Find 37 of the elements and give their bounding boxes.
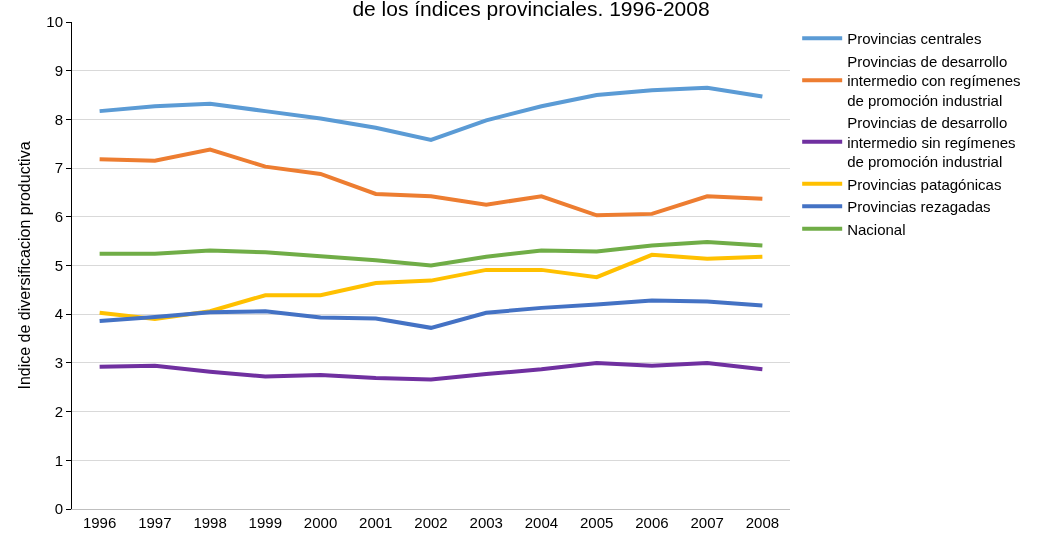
x-tick-label: 1998 xyxy=(193,514,227,531)
y-tick-label: 7 xyxy=(54,159,63,177)
x-tick-label: 2004 xyxy=(524,514,559,531)
y-tick-label: 8 xyxy=(54,110,63,128)
x-tick-label: 2003 xyxy=(469,514,503,531)
legend-label: Provincias rezagadas xyxy=(847,198,991,216)
line-series xyxy=(97,360,765,382)
y-tick-label: 10 xyxy=(46,13,63,31)
y-tick-label: 5 xyxy=(54,256,63,274)
line-series xyxy=(97,240,765,268)
legend-label: Provincias de desarrollo intermedio sin regímenes de promoción industrial xyxy=(847,114,1016,171)
line-series xyxy=(97,147,765,218)
legend-label: Provincias de desarrollo intermedio con regímenes de promoción industrial xyxy=(847,52,1021,109)
y-tick-label: 6 xyxy=(54,208,63,226)
x-tick-label: 1997 xyxy=(138,514,172,531)
legend-label: Nacional xyxy=(847,220,906,238)
x-tick-label: 1999 xyxy=(248,514,282,531)
line-series xyxy=(97,85,765,142)
line-series xyxy=(97,298,765,330)
legend-label: Provincias centrales xyxy=(847,30,982,48)
x-tick-label: 1996 xyxy=(82,514,117,531)
chart-title: de los índices provinciales. 1996-2008 xyxy=(352,0,710,20)
x-tick-label: 2005 xyxy=(580,514,614,531)
x-tick-label: 2006 xyxy=(635,514,669,531)
y-axis-title: Indice de diversificacion productiva xyxy=(16,141,33,390)
y-tick-label: 0 xyxy=(54,500,63,518)
legend-label: Provincias patagónicas xyxy=(847,175,1002,193)
x-tick-label: 2000 xyxy=(303,514,338,531)
x-tick-label: 2007 xyxy=(690,514,724,531)
y-tick-label: 9 xyxy=(54,61,63,79)
x-tick-label: 2002 xyxy=(414,514,448,531)
x-tick-label: 2008 xyxy=(745,514,780,531)
y-tick-label: 2 xyxy=(54,402,63,420)
y-tick-label: 4 xyxy=(54,305,63,323)
x-tick-label: 2001 xyxy=(359,514,393,531)
y-tick-label: 3 xyxy=(54,354,63,372)
y-tick-label: 1 xyxy=(54,451,63,469)
